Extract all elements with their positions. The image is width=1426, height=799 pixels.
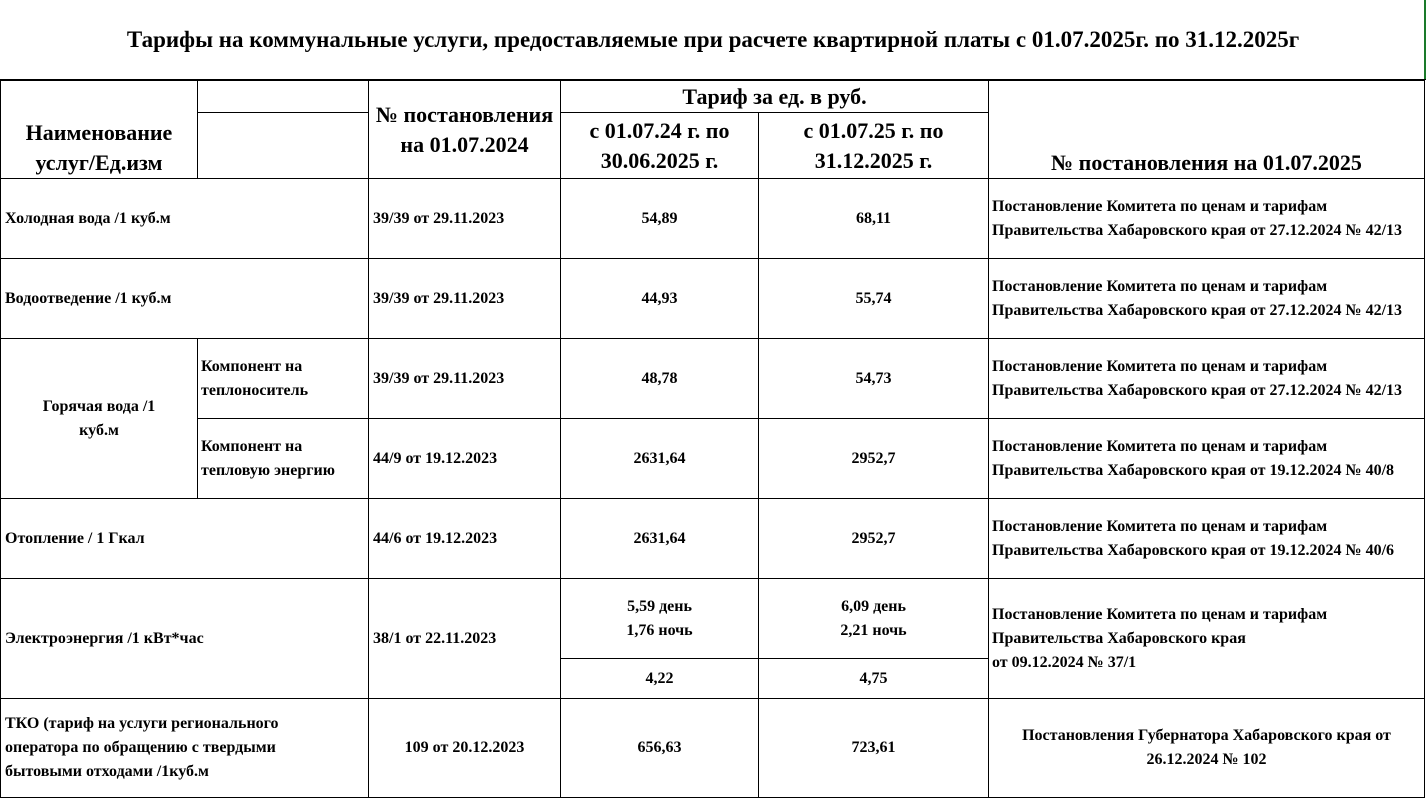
tariff-period-1: 44,93 xyxy=(560,258,759,339)
resolution-cell: 109 от 20.12.2023 xyxy=(368,698,561,798)
resolution-cell: 44/9 от 19.12.2023 xyxy=(368,418,561,499)
resolution-line: от 09.12.2024 № 37/1 xyxy=(992,653,1137,671)
resolution-cell: 39/39 от 29.11.2023 xyxy=(368,338,561,419)
service-name: Отопление / 1 Гкал xyxy=(0,498,369,579)
tariff-night: 2,21 ночь xyxy=(840,621,907,639)
table-row: Отопление / 1 Гкал 44/6 от 19.12.2023 26… xyxy=(0,498,1425,579)
tariff-period-1: 2631,64 xyxy=(560,418,759,499)
tariff-period-1: 48,78 xyxy=(560,338,759,419)
table-row: Электроэнергия /1 кВт*час 38/1 от 22.11.… xyxy=(0,578,1425,699)
tariff-period-2: 2952,7 xyxy=(758,418,989,499)
window-edge-accent xyxy=(1424,0,1426,80)
header-empty-top xyxy=(197,80,369,113)
header-resolution: № постановления на 01.07.2024 xyxy=(368,80,561,179)
header-empty-bottom xyxy=(197,112,369,179)
resolution-2025-cell: Постановление Комитета по ценам и тарифа… xyxy=(988,258,1425,339)
page-title: Тарифы на коммунальные услуги, предостав… xyxy=(0,0,1426,80)
tariff-period-1-single: 4,22 xyxy=(560,658,759,699)
tariff-period-2: 2952,7 xyxy=(758,498,989,579)
resolution-2025-cell: Постановление Комитета по ценам и тарифа… xyxy=(988,338,1425,419)
tariff-table: Наименование услуг/Ед.изм № постановлени… xyxy=(0,80,1425,798)
table-row: ТКО (тариф на услуги регионального опера… xyxy=(0,698,1425,798)
tariff-period-1: 54,89 xyxy=(560,178,759,259)
table-row: 4,22 4,75 xyxy=(1,658,1425,699)
resolution-2025-cell: Постановление Комитета по ценам и тарифа… xyxy=(988,418,1425,499)
service-name: Водоотведение /1 куб.м xyxy=(0,258,369,339)
resolution-2025-cell: Постановления Губернатора Хабаровского к… xyxy=(988,698,1425,798)
tariff-day: 5,59 день xyxy=(627,597,692,615)
tariff-day: 6,09 день xyxy=(841,597,906,615)
tariff-night: 1,76 ночь xyxy=(626,621,693,639)
resolution-2025-cell: Постановление Комитета по ценам и тарифа… xyxy=(988,498,1425,579)
resolution-2025-cell: Постановление Комитета по ценам и тарифа… xyxy=(988,178,1425,259)
tariff-period-1: 656,63 xyxy=(560,698,759,798)
service-name: ТКО (тариф на услуги регионального опера… xyxy=(0,698,369,798)
header-period-1: с 01.07.24 г. по 30.06.2025 г. xyxy=(560,112,759,179)
resolution-cell: 38/1 от 22.11.2023 xyxy=(368,578,561,699)
component-name: Компонент на тепловую энергию xyxy=(197,418,369,499)
table-row: Холодная вода /1 куб.м 39/39 от 29.11.20… xyxy=(0,178,1425,259)
tariff-period-2: 723,61 xyxy=(758,698,989,798)
resolution-2025-cell: Постановление Комитета по ценам и тарифа… xyxy=(988,578,1425,699)
table-row: Горячая вода /1 куб.м Компонент на тепло… xyxy=(0,338,1425,499)
tariff-period-2: 55,74 xyxy=(758,258,989,339)
service-name: Горячая вода /1 куб.м xyxy=(0,338,198,499)
resolution-line: Постановление Комитета по ценам и тарифа… xyxy=(992,605,1328,623)
header-period-2: с 01.07.25 г. по 31.12.2025 г. xyxy=(758,112,989,179)
header-name: Наименование услуг/Ед.изм xyxy=(0,80,198,179)
resolution-line: Правительства Хабаровского края xyxy=(992,629,1246,647)
resolution-cell: 39/39 от 29.11.2023 xyxy=(368,258,561,339)
tariff-period-2: 54,73 xyxy=(758,338,989,419)
header-tariff-group: Тариф за ед. в руб. xyxy=(560,80,989,113)
resolution-cell: 44/6 от 19.12.2023 xyxy=(368,498,561,579)
tariff-period-2: 68,11 xyxy=(758,178,989,259)
service-name: Холодная вода /1 куб.м xyxy=(0,178,369,259)
component-name: Компонент на теплоноситель xyxy=(197,338,369,419)
table-row: Водоотведение /1 куб.м 39/39 от 29.11.20… xyxy=(0,258,1425,339)
tariff-period-2-single: 4,75 xyxy=(758,658,989,699)
tariff-period-1-daynight: 5,59 день 1,76 ночь xyxy=(560,578,759,659)
tariff-period-2-daynight: 6,09 день 2,21 ночь xyxy=(758,578,989,659)
table-row: Компонент на тепловую энергию 44/9 от 19… xyxy=(1,418,1425,499)
resolution-cell: 39/39 от 29.11.2023 xyxy=(368,178,561,259)
header-resolution-2025: № постановления на 01.07.2025 xyxy=(988,80,1425,179)
service-name: Электроэнергия /1 кВт*час xyxy=(0,578,369,699)
tariff-period-1: 2631,64 xyxy=(560,498,759,579)
